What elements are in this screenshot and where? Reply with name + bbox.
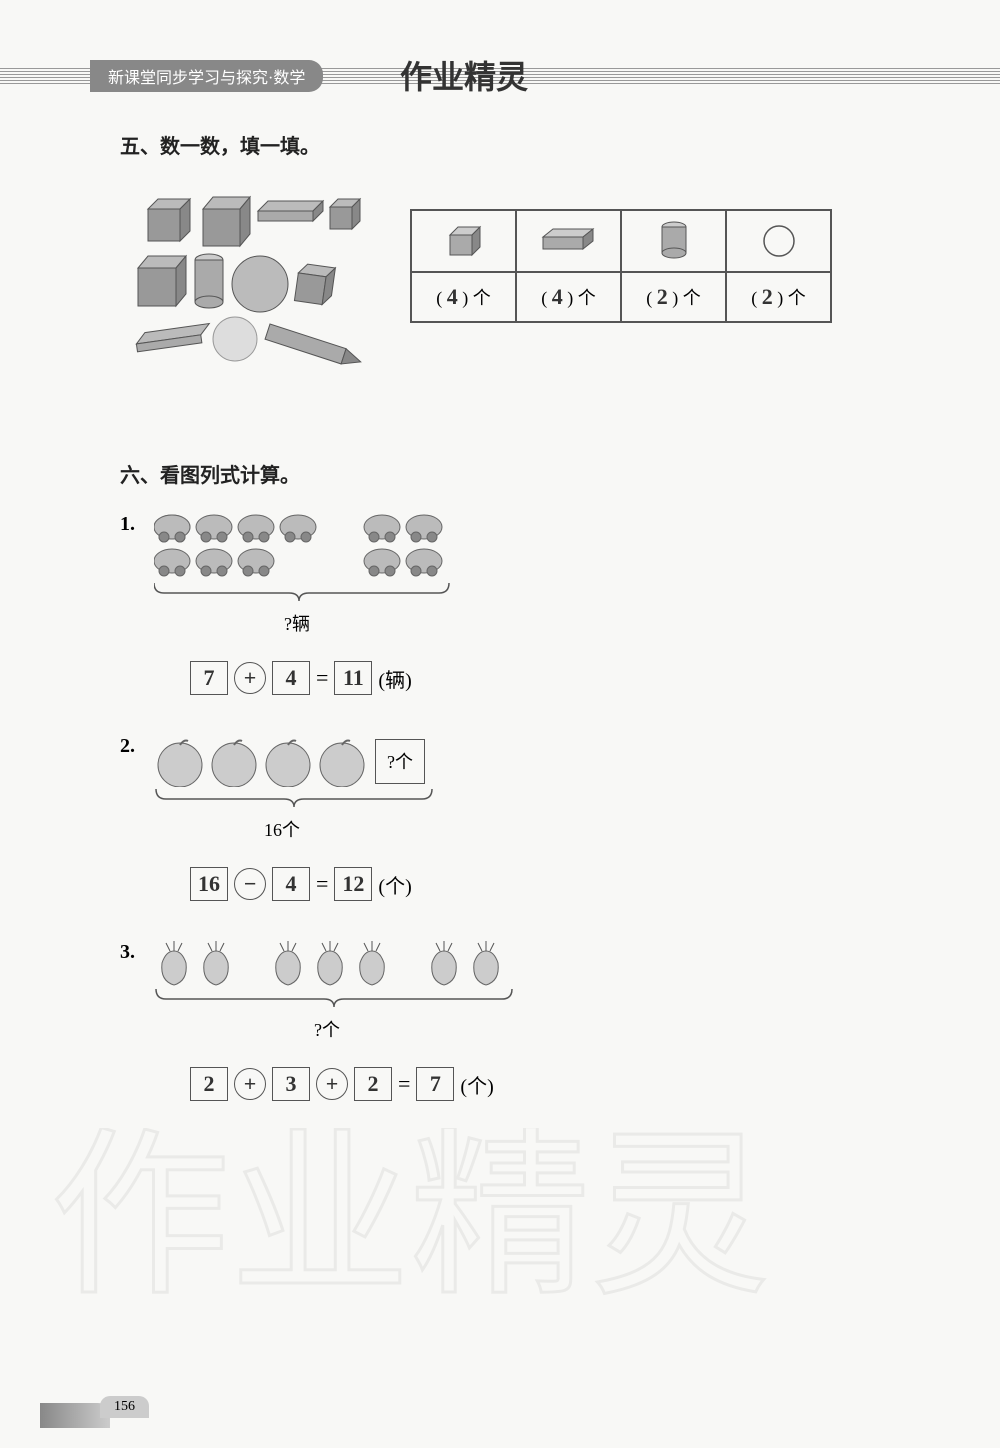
equals: = — [316, 665, 328, 691]
q1-unit: (辆) — [378, 664, 411, 693]
unit-label: 个 — [788, 288, 806, 308]
q1-illustration: ?辆 — [154, 513, 524, 636]
page-number: 156 — [100, 1396, 149, 1418]
q2-illustration: ?个 16个 — [154, 735, 434, 842]
handwritten-title: 作业精灵 — [400, 52, 528, 98]
q3-c: 2 — [354, 1067, 392, 1101]
q3-a: 2 — [190, 1067, 228, 1101]
q2-result: 12 — [334, 867, 372, 901]
q3-unit: (个) — [460, 1070, 493, 1099]
q2-b: 4 — [272, 867, 310, 901]
q1-b: 4 — [272, 661, 310, 695]
watermark: 作业精灵 — [50, 1128, 950, 1328]
q2-number: 2. — [120, 735, 150, 758]
cuboid-count-cell: ( 4 ) 个 — [516, 272, 621, 322]
svg-text:作业精灵: 作业精灵 — [50, 1128, 770, 1317]
cuboid-header-icon — [516, 210, 621, 272]
shapes-illustration — [130, 179, 380, 379]
q3-number: 3. — [120, 941, 150, 964]
cylinder-count: 2 — [657, 284, 668, 309]
equals: = — [398, 1071, 410, 1097]
cube-count-cell: ( 4 ) 个 — [411, 272, 516, 322]
berry-icon — [352, 941, 392, 987]
sphere-count: 2 — [762, 284, 773, 309]
berry-icon — [310, 941, 350, 987]
unit-label: 个 — [578, 288, 596, 308]
q1-op: + — [234, 662, 266, 694]
q1-bracket-label: ?辆 — [284, 610, 524, 636]
q1-equation: 7 + 4 = 11 (辆) — [190, 661, 910, 695]
q2-op: − — [234, 868, 266, 900]
q1-a: 7 — [190, 661, 228, 695]
q3-op1: + — [234, 1068, 266, 1100]
sphere-header-icon — [726, 210, 831, 272]
cube-header-icon — [411, 210, 516, 272]
apple-icon — [208, 735, 260, 787]
sphere-count-cell: ( 2 ) 个 — [726, 272, 831, 322]
q3-result: 7 — [416, 1067, 454, 1101]
q3-equation: 2 + 3 + 2 = 7 (个) — [190, 1067, 910, 1101]
q2-total-label: 16个 — [264, 816, 434, 842]
q2-a: 16 — [190, 867, 228, 901]
q1-result: 11 — [334, 661, 372, 695]
q3-b: 3 — [272, 1067, 310, 1101]
bracket-icon — [154, 787, 434, 809]
header-badge: 新课堂同步学习与探究·数学 — [90, 60, 323, 92]
unit-label: 个 — [473, 288, 491, 308]
cube-count: 4 — [447, 284, 458, 309]
berry-icon — [154, 941, 194, 987]
q1-number: 1. — [120, 513, 150, 536]
berry-icon — [268, 941, 308, 987]
q2-equation: 16 − 4 = 12 (个) — [190, 867, 910, 901]
apple-icon — [154, 735, 206, 787]
cylinder-header-icon — [621, 210, 726, 272]
berry-icon — [424, 941, 464, 987]
berry-icon — [466, 941, 506, 987]
count-table: ( 4 ) 个 ( 4 ) 个 ( 2 ) 个 ( 2 ) 个 — [410, 209, 832, 323]
q2-mystery-box: ?个 — [375, 739, 425, 784]
bracket-icon — [154, 987, 514, 1009]
q3-illustration: ?个 — [154, 941, 514, 1042]
unit-label: 个 — [683, 288, 701, 308]
apple-icon — [262, 735, 314, 787]
q2-unit: (个) — [378, 870, 411, 899]
q3-op2: + — [316, 1068, 348, 1100]
equals: = — [316, 871, 328, 897]
cuboid-count: 4 — [552, 284, 563, 309]
cylinder-count-cell: ( 2 ) 个 — [621, 272, 726, 322]
apple-icon — [316, 735, 368, 787]
q3-bracket-label: ?个 — [314, 1016, 514, 1042]
section5-title: 五、数一数，填一填。 — [120, 130, 910, 159]
section6-title: 六、看图列式计算。 — [120, 459, 910, 488]
berry-icon — [196, 941, 236, 987]
